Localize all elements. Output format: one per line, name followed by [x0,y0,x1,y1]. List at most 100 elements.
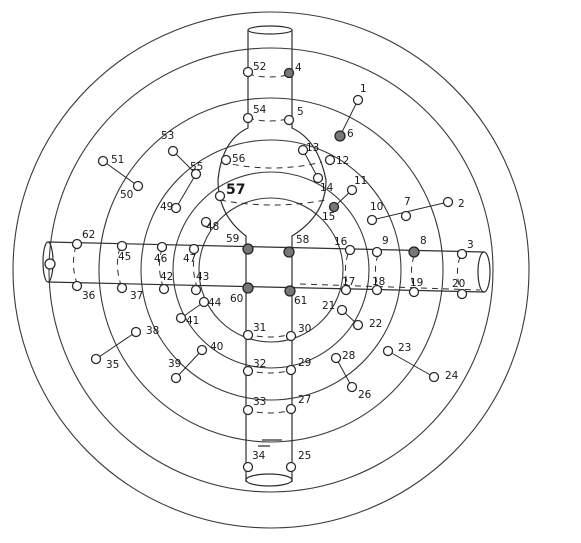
node-29 [285,364,297,376]
label-5: 5 [297,106,304,118]
node-35 [90,353,102,365]
node-13 [297,144,309,156]
horizontal-pipe-ring-dash-1 [72,245,79,287]
label-14: 14 [320,182,334,194]
label-52: 52 [253,61,266,73]
label-42: 42 [160,271,173,283]
node-53 [167,145,179,157]
label-21: 21 [322,300,335,312]
node-19 [408,286,420,298]
label-60: 60 [230,293,243,305]
node-47 [188,243,200,255]
node-24 [428,371,440,383]
node-2 [442,196,454,208]
label-18: 18 [372,276,385,288]
node-20 [456,288,468,300]
label-62: 62 [82,229,95,241]
node-49 [170,202,182,214]
node-12 [324,154,336,166]
node-36 [71,280,83,292]
label-10: 10 [370,201,383,213]
label-49: 49 [160,201,173,213]
node-34 [242,461,254,473]
label-54: 54 [253,104,267,116]
label-1: 1 [360,83,367,95]
label-46: 46 [154,253,168,265]
node-62 [71,238,83,250]
horizontal-pipe-right-rim [477,251,491,293]
node-40 [196,344,208,356]
node-28 [330,352,342,364]
label-30: 30 [298,323,311,335]
label-8: 8 [420,235,427,247]
node-57 [214,190,226,202]
node-52 [242,66,254,78]
leader-51-50 [102,160,139,187]
leader-39-40 [175,349,203,379]
label-28: 28 [342,350,355,362]
leader-53-55 [172,150,197,175]
node-31 [242,329,254,341]
vertical-pipe-top-rim [247,25,293,35]
node-50 [132,180,144,192]
label-43: 43 [196,271,209,283]
node-22 [352,319,364,331]
label-44: 44 [208,297,222,309]
node-5 [283,114,295,126]
node-10 [366,214,378,226]
label-25: 25 [298,450,311,462]
leader-24-23 [387,350,435,378]
label-45: 45 [118,251,131,263]
label-58: 58 [296,234,309,246]
label-39: 39 [168,358,181,370]
label-11: 11 [354,175,367,187]
ring-3 [140,139,402,401]
node-58 [283,246,295,258]
ring-outer [12,11,530,529]
vertical-pipe [217,25,327,487]
concentric-rings [12,11,530,529]
label-33: 33 [253,396,266,408]
label-40: 40 [210,341,223,353]
label-31: 31 [253,322,266,334]
label-53: 53 [161,130,174,142]
label-16: 16 [334,236,348,248]
node-38 [130,326,142,338]
bulb-ring-dash-1 [221,161,323,169]
label-26: 26 [358,389,372,401]
label-51: 51 [111,154,124,166]
label-19: 19 [410,277,423,289]
node-23 [382,345,394,357]
label-3: 3 [467,239,474,251]
node-3 [456,248,468,260]
label-61: 61 [294,295,307,307]
leader-lines [95,99,449,388]
bulb-ring-dash-2 [219,199,327,206]
node-54 [242,112,254,124]
node-11 [346,184,358,196]
label-22: 22 [369,318,382,330]
leader-26-28 [335,357,353,388]
label-20: 20 [452,278,465,290]
leader-35-38 [95,331,137,360]
label-35: 35 [106,359,119,371]
ring-4 [98,97,444,443]
label-32: 32 [253,358,266,370]
node-1 [352,94,364,106]
node-26 [346,381,358,393]
label-47: 47 [183,253,196,265]
label-59: 59 [226,233,239,245]
horizontal-pipe-inner-dash [299,283,481,291]
leader-55-48 [175,173,197,209]
label-41: 41 [186,315,199,327]
label-2: 2 [458,198,465,210]
node-43 [190,284,202,296]
label-15: 15 [322,211,335,223]
label-24: 24 [445,370,459,382]
leader-1-6 [339,99,359,137]
label-27: 27 [298,394,311,406]
node-21 [336,304,348,316]
node-33 [242,404,254,416]
node-7 [400,210,412,222]
label-9: 9 [382,235,389,247]
